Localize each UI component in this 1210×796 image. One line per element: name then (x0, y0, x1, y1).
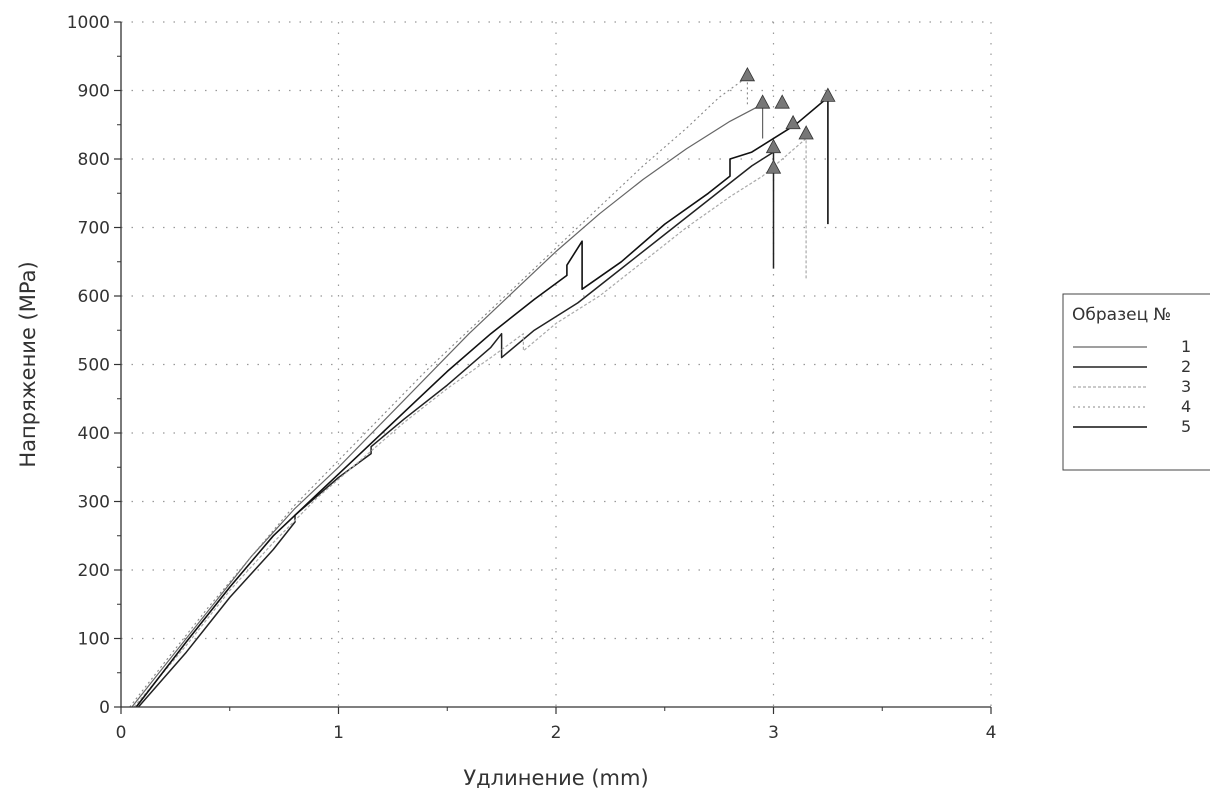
legend-title: Образец № (1072, 305, 1171, 325)
y-tick-label: 800 (78, 150, 110, 170)
series-line-4 (129, 76, 748, 708)
legend-label-4: 4 (1181, 397, 1191, 416)
legend-label-3: 3 (1181, 377, 1191, 396)
legend-label-2: 2 (1181, 357, 1191, 376)
x-tick-label: 0 (116, 723, 127, 743)
legend-label-1: 1 (1181, 337, 1191, 356)
series-line-3 (133, 137, 807, 708)
legend-label-5: 5 (1181, 417, 1191, 436)
x-tick-label: 3 (768, 723, 779, 743)
legend-box (1062, 293, 1210, 471)
y-tick-label: 700 (78, 219, 110, 239)
break-marker (774, 94, 790, 109)
tick-marks: 0 100 200 300 400 500 600 700 800 900 1000 0 1 2 3 4 (67, 13, 997, 743)
y-tick-label: 0 (99, 698, 110, 718)
break-marker (754, 94, 771, 109)
x-axis-title: Удлинение (mm) (463, 766, 648, 790)
x-tick-label: 1 (333, 723, 344, 743)
y-tick-label: 1000 (67, 13, 110, 33)
break-markers (739, 66, 836, 174)
break-marker (765, 138, 782, 154)
break-marker (798, 125, 814, 140)
series-lines (129, 76, 829, 708)
y-axis-title: Напряжение (MPa) (16, 261, 40, 467)
series-line-5 (135, 96, 829, 708)
y-tick-label: 500 (78, 356, 110, 376)
series-line-2 (137, 151, 775, 708)
y-tick-label: 300 (78, 493, 110, 513)
series-line-1 (131, 103, 764, 708)
x-tick-label: 4 (986, 723, 997, 743)
y-tick-label: 400 (78, 424, 110, 444)
break-marker (785, 114, 801, 130)
y-tick-label: 600 (78, 287, 110, 307)
axes (120, 22, 991, 708)
break-marker (765, 159, 782, 174)
x-tick-label: 2 (551, 723, 562, 743)
y-tick-label: 900 (78, 82, 110, 102)
grid-lines (121, 21, 992, 707)
break-marker (739, 66, 756, 82)
y-tick-label: 100 (78, 630, 110, 650)
y-tick-label: 200 (78, 561, 110, 581)
break-marker (820, 87, 836, 102)
